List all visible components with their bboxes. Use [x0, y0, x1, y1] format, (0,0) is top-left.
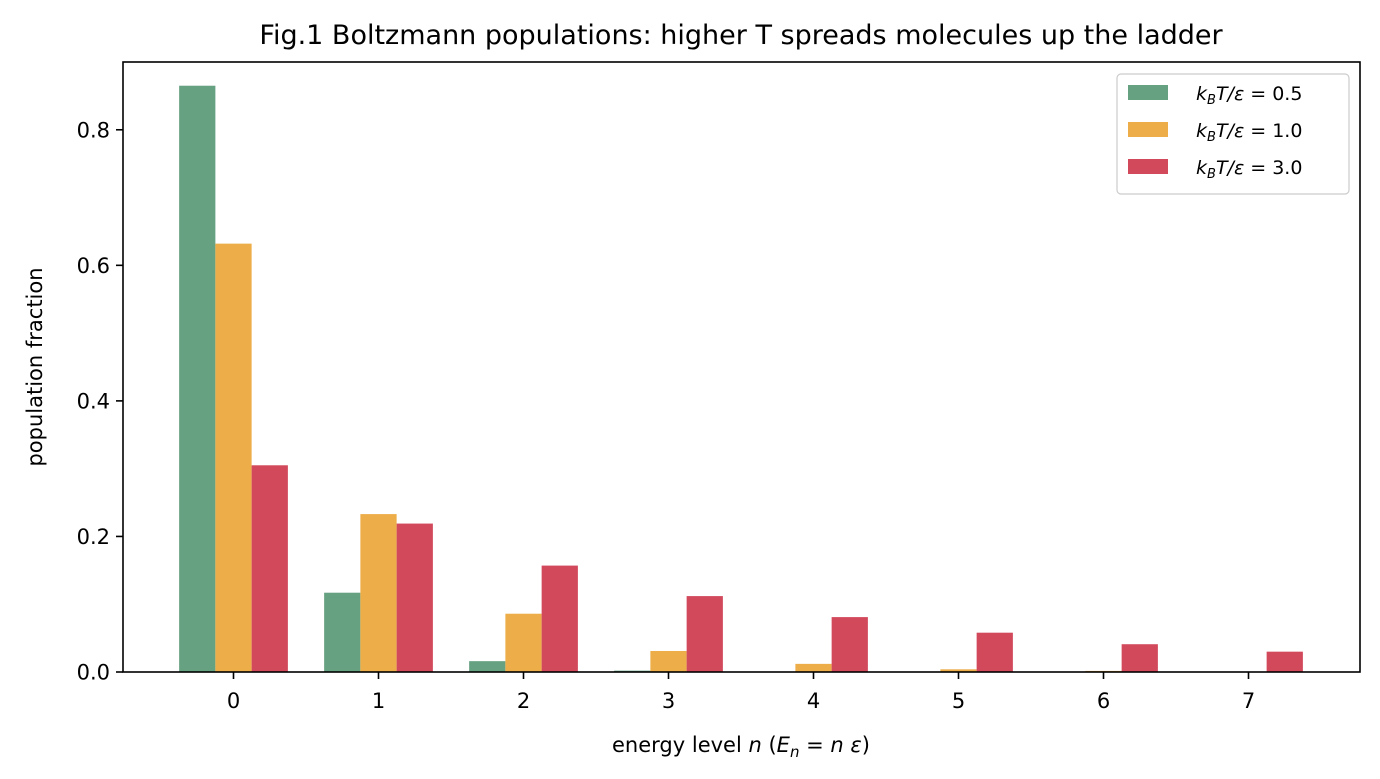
ticks-layer: 0.0 0.2 0.4 0.6 0.8 0 1 2 3 4 5 6 7	[77, 118, 1256, 713]
legend-swatch-1	[1128, 122, 1168, 137]
legend-label-1: kBT/ε = 1.0	[1196, 120, 1302, 145]
legend-label-2-rest: T/ε	[1216, 157, 1244, 179]
legend-label-2: kBT/ε = 3.0	[1196, 157, 1302, 182]
bar-series-2-cat-6	[1121, 644, 1158, 672]
x-axis-label-rhs-n: n	[830, 733, 843, 757]
y-tick-label-4: 0.8	[77, 118, 110, 142]
bar-series-2-cat-1	[396, 523, 433, 672]
bar-series-1-cat-5	[940, 669, 977, 672]
bar-series-1-cat-0	[215, 243, 252, 672]
legend-label-2-k: k	[1196, 157, 1208, 179]
legend-label-1-rest: T/ε	[1216, 120, 1244, 142]
legend-swatch-2	[1128, 159, 1168, 174]
bar-series-1-cat-1	[360, 514, 397, 672]
x-axis-label-prefix: energy level	[612, 733, 748, 757]
legend-label-2-sub: B	[1207, 167, 1216, 182]
x-tick-label-1: 1	[372, 689, 385, 713]
bar-series-0-cat-1	[324, 592, 361, 672]
legend-label-0: kBT/ε = 0.5	[1196, 83, 1302, 108]
x-axis-label-paren-close: )	[862, 733, 870, 757]
legend-label-1-sub: B	[1207, 130, 1216, 145]
y-axis-label: population fraction	[23, 267, 47, 466]
bar-series-0-cat-2	[469, 661, 506, 672]
bar-series-1-cat-4	[795, 663, 832, 672]
bar-series-2-cat-3	[686, 596, 723, 672]
y-tick-label-3: 0.6	[77, 254, 110, 278]
bar-series-1-cat-3	[650, 650, 687, 672]
y-tick-label-0: 0.0	[77, 661, 110, 685]
x-axis-label-lhs-sub: n	[790, 743, 800, 761]
legend-label-0-k: k	[1196, 83, 1208, 105]
x-tick-label-6: 6	[1097, 689, 1110, 713]
bars-layer	[179, 85, 1303, 673]
legend-label-0-value: = 0.5	[1244, 83, 1302, 105]
x-tick-label-2: 2	[517, 689, 530, 713]
bar-series-1-cat-2	[505, 613, 542, 672]
bar-series-2-cat-0	[251, 465, 288, 672]
x-axis-label-rhs-eps: ε	[844, 733, 862, 757]
chart-title: Fig.1 Boltzmann populations: higher T sp…	[259, 20, 1223, 51]
legend-frame	[1116, 73, 1350, 195]
y-tick-label-1: 0.2	[77, 525, 110, 549]
legend-label-0-rest: T/ε	[1216, 83, 1244, 105]
plot-area-frame	[122, 61, 1361, 673]
bar-series-2-cat-7	[1266, 651, 1303, 672]
bar-series-2-cat-5	[976, 632, 1013, 672]
x-axis-label-var: n	[748, 733, 761, 757]
bar-series-2-cat-2	[541, 565, 578, 672]
legend-label-1-value: = 1.0	[1244, 120, 1302, 142]
legend-label-2-value: = 3.0	[1244, 157, 1302, 179]
x-axis-label-eq: =	[799, 733, 830, 757]
x-axis-label-lhs: E	[777, 733, 791, 757]
bar-series-0-cat-0	[179, 85, 216, 673]
y-tick-label-2: 0.4	[77, 389, 110, 413]
bar-series-2-cat-4	[831, 617, 868, 672]
x-tick-label-3: 3	[662, 689, 675, 713]
x-tick-label-4: 4	[807, 689, 820, 713]
legend-label-0-sub: B	[1207, 93, 1216, 108]
legend-swatch-0	[1128, 85, 1168, 100]
x-tick-label-0: 0	[227, 689, 240, 713]
legend-label-1-k: k	[1196, 120, 1208, 142]
x-axis-label-paren-open: (	[762, 733, 777, 757]
x-tick-label-5: 5	[952, 689, 965, 713]
x-tick-label-7: 7	[1242, 689, 1255, 713]
x-axis-label: energy level n (En = n ε)	[612, 733, 870, 761]
